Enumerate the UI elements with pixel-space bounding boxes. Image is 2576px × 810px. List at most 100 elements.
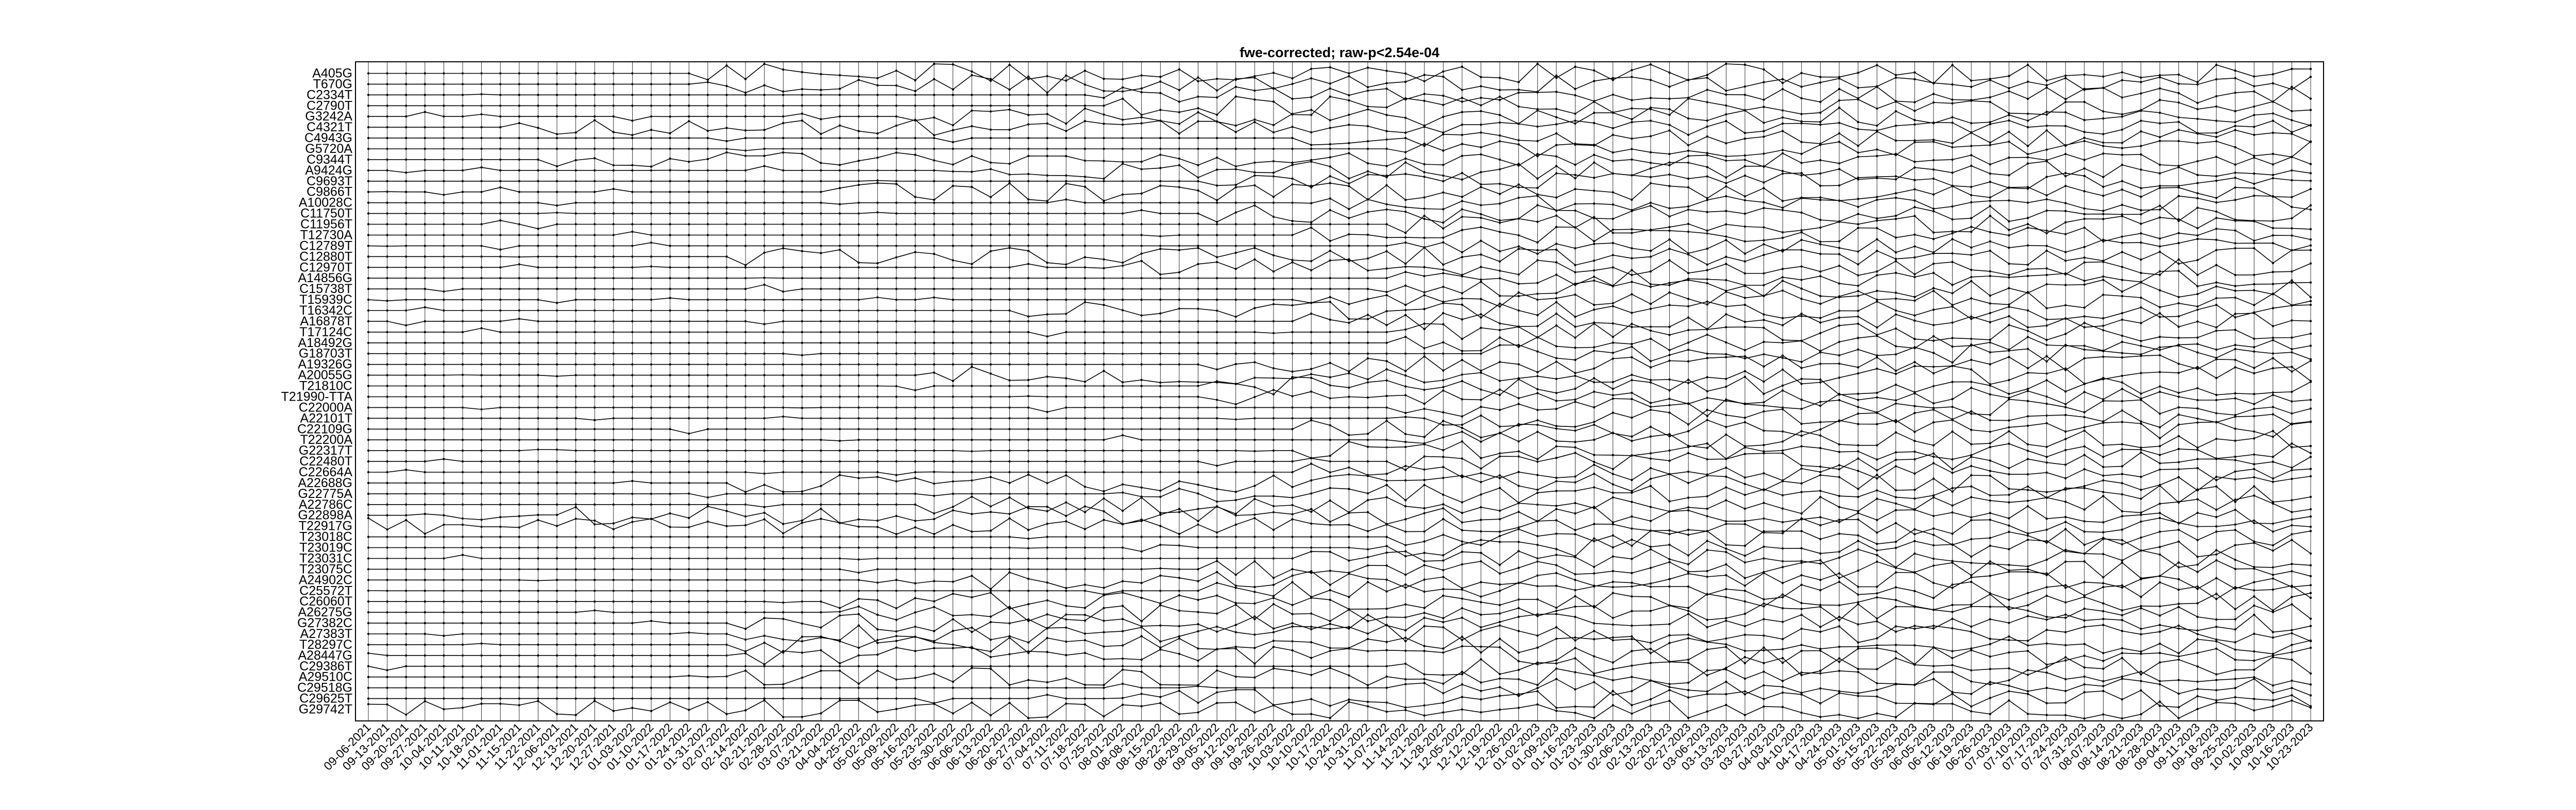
- data-point: [2102, 213, 2105, 215]
- data-point: [518, 147, 520, 150]
- data-point: [2196, 182, 2199, 184]
- data-point: [1951, 321, 1954, 324]
- data-point: [782, 277, 785, 280]
- data-point: [1800, 152, 1803, 155]
- data-point: [2159, 250, 2161, 253]
- data-point: [1253, 517, 1256, 520]
- data-point: [1819, 466, 1822, 468]
- data-point: [2140, 420, 2142, 423]
- data-point: [801, 212, 804, 215]
- data-point: [1404, 151, 1407, 153]
- data-point: [423, 341, 426, 344]
- data-point: [1065, 277, 1067, 280]
- data-point: [820, 417, 822, 420]
- data-point: [1743, 403, 1747, 405]
- data-point: [2215, 348, 2218, 351]
- data-point: [1706, 232, 1708, 235]
- data-point: [650, 234, 653, 236]
- data-point: [480, 113, 483, 116]
- data-point: [1668, 558, 1671, 561]
- data-point: [1574, 481, 1577, 484]
- data-point: [2064, 202, 2067, 204]
- data-point: [1385, 208, 1388, 211]
- data-point: [1725, 398, 1727, 401]
- data-point: [1819, 524, 1822, 527]
- data-point: [461, 449, 464, 452]
- data-point: [405, 266, 408, 269]
- data-point: [989, 341, 992, 344]
- data-point: [782, 191, 785, 193]
- data-point: [2121, 465, 2124, 468]
- data-point: [612, 374, 615, 376]
- data-point: [1913, 319, 1916, 322]
- data-point: [367, 72, 370, 75]
- data-point: [857, 320, 860, 323]
- data-point: [1838, 99, 1841, 102]
- series-line: [368, 226, 2311, 243]
- data-point: [669, 157, 671, 160]
- data-point: [405, 417, 408, 420]
- data-point: [914, 118, 917, 121]
- data-point: [1159, 543, 1162, 546]
- data-point: [499, 417, 502, 420]
- data-point: [1762, 326, 1765, 329]
- data-point: [1310, 439, 1313, 441]
- data-point: [1649, 229, 1652, 232]
- data-point: [1027, 460, 1030, 463]
- data-point: [820, 557, 822, 560]
- data-point: [2121, 352, 2124, 354]
- data-point: [1272, 124, 1275, 127]
- data-point: [1310, 223, 1313, 226]
- data-point: [1121, 118, 1124, 121]
- data-point: [838, 439, 841, 442]
- data-point: [1159, 525, 1162, 527]
- data-point: [2196, 511, 2199, 514]
- data-point: [1876, 444, 1878, 446]
- data-point: [669, 83, 671, 85]
- data-point: [1800, 423, 1803, 425]
- data-point: [1555, 392, 1558, 394]
- data-point: [2309, 359, 2312, 362]
- data-point: [801, 385, 804, 387]
- data-point: [1291, 287, 1294, 290]
- data-point: [1876, 554, 1878, 557]
- data-point: [914, 374, 917, 376]
- data-point: [555, 105, 558, 107]
- data-point: [2140, 549, 2142, 552]
- data-point: [1253, 471, 1256, 474]
- data-point: [989, 363, 992, 366]
- data-point: [1103, 510, 1105, 513]
- data-point: [1913, 430, 1916, 433]
- data-point: [405, 136, 408, 140]
- data-point: [706, 298, 709, 301]
- data-point: [1687, 154, 1690, 157]
- data-point: [631, 546, 634, 549]
- data-point: [1046, 223, 1048, 226]
- data-point: [1970, 443, 1973, 445]
- data-point: [1951, 490, 1954, 493]
- data-point: [574, 428, 577, 430]
- data-point: [1743, 63, 1747, 66]
- data-point: [2309, 495, 2312, 498]
- data-point: [933, 352, 936, 355]
- data-point: [876, 363, 879, 366]
- data-point: [1291, 234, 1294, 236]
- data-point: [895, 417, 898, 420]
- data-point: [1027, 547, 1030, 549]
- data-point: [1913, 497, 1916, 500]
- data-point: [1631, 269, 1633, 271]
- data-point: [933, 371, 936, 374]
- data-point: [2159, 273, 2161, 276]
- data-point: [914, 536, 917, 538]
- data-point: [461, 115, 464, 118]
- data-point: [1083, 352, 1087, 355]
- data-point: [2309, 97, 2312, 100]
- data-point: [480, 385, 483, 387]
- data-point: [1781, 384, 1784, 387]
- data-point: [537, 72, 539, 75]
- data-point: [423, 481, 426, 485]
- data-point: [1348, 99, 1350, 102]
- data-point: [443, 428, 445, 430]
- data-point: [2196, 132, 2199, 135]
- data-point: [1215, 201, 1218, 204]
